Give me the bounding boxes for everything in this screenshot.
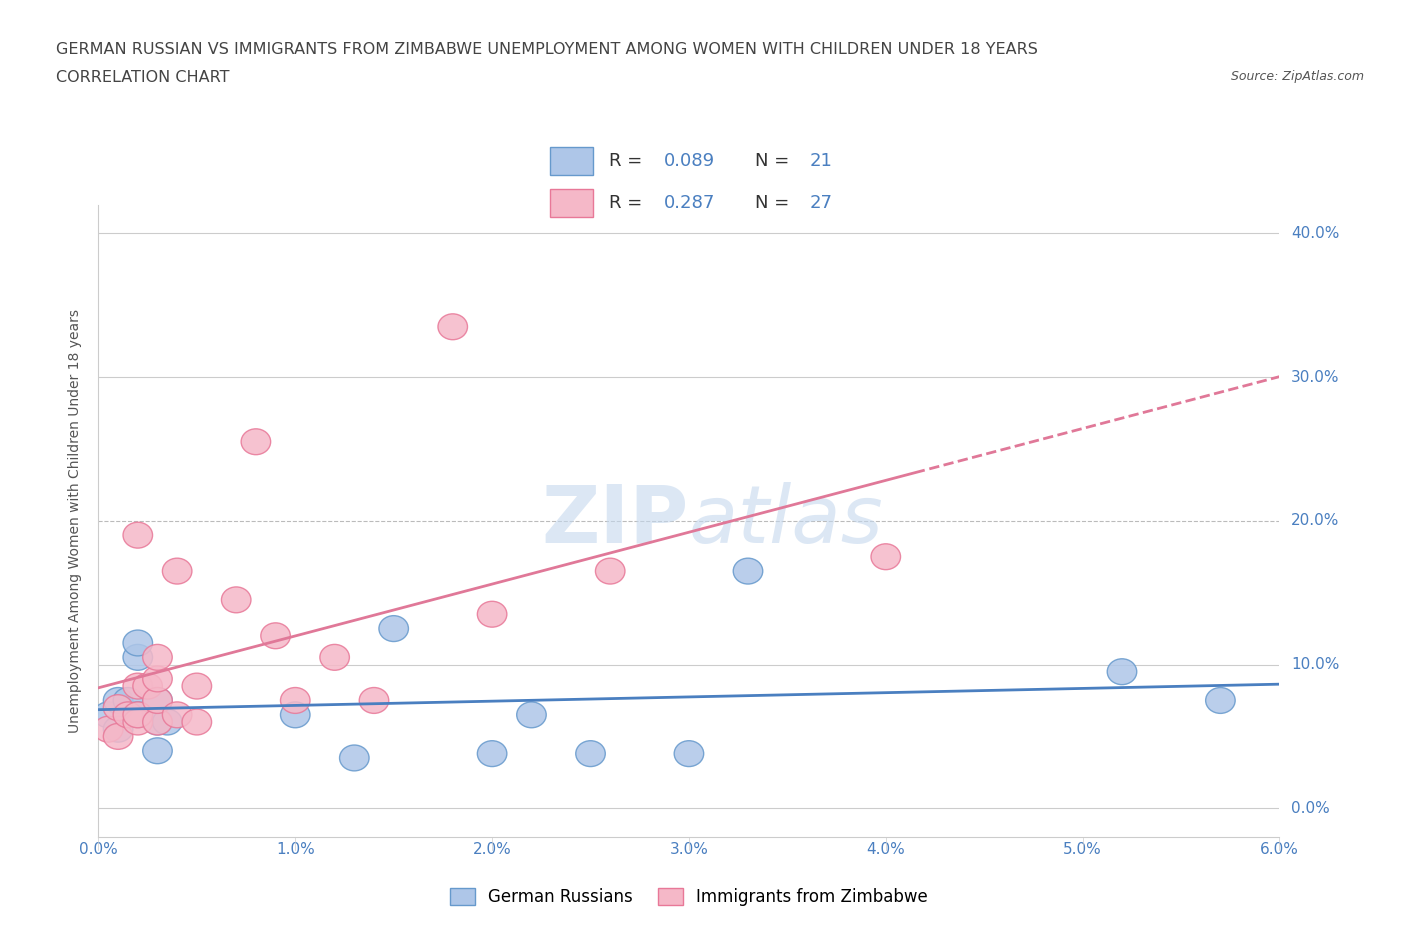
- Ellipse shape: [478, 740, 506, 766]
- Ellipse shape: [321, 644, 349, 671]
- Ellipse shape: [153, 709, 183, 735]
- Ellipse shape: [340, 745, 368, 771]
- Ellipse shape: [104, 695, 134, 721]
- Text: GERMAN RUSSIAN VS IMMIGRANTS FROM ZIMBABWE UNEMPLOYMENT AMONG WOMEN WITH CHILDRE: GERMAN RUSSIAN VS IMMIGRANTS FROM ZIMBAB…: [56, 42, 1038, 57]
- Text: 27: 27: [810, 193, 832, 212]
- Text: atlas: atlas: [689, 482, 884, 560]
- Ellipse shape: [143, 737, 173, 764]
- Text: N =: N =: [755, 193, 794, 212]
- Ellipse shape: [359, 687, 388, 713]
- Ellipse shape: [124, 702, 153, 728]
- Text: ZIP: ZIP: [541, 482, 689, 560]
- Text: CORRELATION CHART: CORRELATION CHART: [56, 70, 229, 85]
- Y-axis label: Unemployment Among Women with Children Under 18 years: Unemployment Among Women with Children U…: [69, 309, 83, 733]
- Ellipse shape: [163, 558, 191, 584]
- Text: 0.0%: 0.0%: [1291, 801, 1330, 816]
- Text: N =: N =: [755, 152, 794, 170]
- Ellipse shape: [124, 673, 153, 699]
- Ellipse shape: [124, 630, 153, 656]
- Ellipse shape: [163, 702, 191, 728]
- Ellipse shape: [124, 644, 153, 671]
- Ellipse shape: [221, 587, 252, 613]
- Ellipse shape: [143, 709, 173, 735]
- Ellipse shape: [143, 687, 173, 713]
- FancyBboxPatch shape: [550, 189, 593, 217]
- Ellipse shape: [94, 716, 124, 742]
- Ellipse shape: [380, 616, 408, 642]
- Text: 20.0%: 20.0%: [1291, 513, 1340, 528]
- Ellipse shape: [1108, 658, 1136, 684]
- Ellipse shape: [104, 687, 134, 713]
- Ellipse shape: [576, 740, 606, 766]
- Ellipse shape: [281, 687, 309, 713]
- Text: 0.287: 0.287: [664, 193, 716, 212]
- Ellipse shape: [183, 709, 212, 735]
- Text: R =: R =: [609, 193, 648, 212]
- Ellipse shape: [143, 709, 173, 735]
- Text: 0.089: 0.089: [664, 152, 716, 170]
- Ellipse shape: [94, 702, 124, 728]
- Ellipse shape: [114, 687, 143, 713]
- Ellipse shape: [437, 313, 467, 339]
- Ellipse shape: [132, 673, 163, 699]
- Ellipse shape: [1206, 687, 1234, 713]
- Legend: German Russians, Immigrants from Zimbabwe: German Russians, Immigrants from Zimbabw…: [443, 881, 935, 912]
- Text: Source: ZipAtlas.com: Source: ZipAtlas.com: [1230, 70, 1364, 83]
- Ellipse shape: [143, 687, 173, 713]
- Ellipse shape: [114, 702, 143, 728]
- Ellipse shape: [104, 724, 134, 750]
- Ellipse shape: [478, 602, 506, 627]
- Ellipse shape: [870, 544, 901, 570]
- FancyBboxPatch shape: [550, 147, 593, 175]
- Ellipse shape: [143, 644, 173, 671]
- Ellipse shape: [143, 666, 173, 692]
- Ellipse shape: [734, 558, 762, 584]
- Ellipse shape: [281, 702, 309, 728]
- Ellipse shape: [595, 558, 624, 584]
- Ellipse shape: [673, 740, 703, 766]
- Ellipse shape: [124, 702, 153, 728]
- Ellipse shape: [183, 673, 212, 699]
- Text: R =: R =: [609, 152, 648, 170]
- Ellipse shape: [262, 623, 290, 649]
- Text: 21: 21: [810, 152, 832, 170]
- Ellipse shape: [104, 716, 134, 742]
- Text: 10.0%: 10.0%: [1291, 657, 1340, 672]
- Ellipse shape: [124, 709, 153, 735]
- Ellipse shape: [242, 429, 270, 455]
- Ellipse shape: [516, 702, 546, 728]
- Ellipse shape: [124, 523, 153, 548]
- Text: 30.0%: 30.0%: [1291, 369, 1340, 385]
- Text: 40.0%: 40.0%: [1291, 226, 1340, 241]
